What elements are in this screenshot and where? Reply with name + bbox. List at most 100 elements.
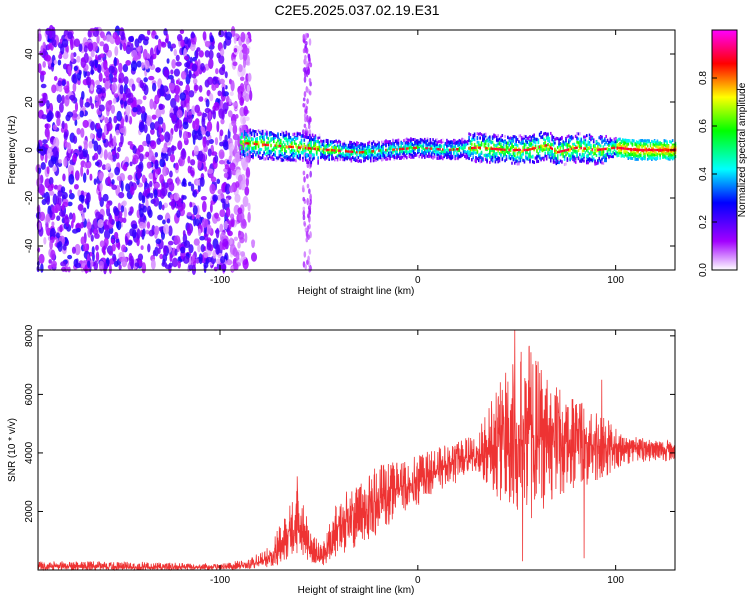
spectrogram-signal-cell bbox=[545, 157, 548, 161]
spectrogram-signal-cell bbox=[644, 142, 646, 146]
spectrogram-signal-cell bbox=[448, 155, 451, 159]
spectrogram-signal-cell bbox=[250, 137, 253, 141]
spectrogram-noise-cell bbox=[306, 162, 310, 168]
spectrogram-signal-cell bbox=[516, 162, 519, 166]
spectrogram-signal-cell bbox=[549, 142, 552, 146]
spectrogram-signal-cell bbox=[245, 148, 247, 152]
spectrogram-signal-cell bbox=[332, 150, 335, 154]
spectrogram-signal-cell bbox=[500, 142, 502, 146]
spectrogram-signal-cell bbox=[390, 151, 393, 155]
spectrogram-signal-cell bbox=[277, 134, 279, 138]
spectrogram-signal-cell bbox=[350, 143, 353, 147]
spectrogram-noise-cell bbox=[166, 218, 171, 224]
spectrogram-noise-cell bbox=[103, 124, 107, 136]
spectrogram-noise-cell bbox=[245, 177, 250, 187]
spectrogram-signal-cell bbox=[411, 153, 414, 157]
spectrogram-signal-cell bbox=[310, 151, 313, 155]
spectrogram-signal-cell bbox=[455, 153, 458, 157]
spectrogram-signal-cell bbox=[299, 133, 301, 137]
spectrogram-signal-cell bbox=[511, 146, 513, 150]
spectrogram-signal-cell bbox=[469, 148, 472, 152]
spectrogram-noise-cell bbox=[86, 192, 91, 204]
spectrogram-signal-cell bbox=[353, 146, 355, 150]
spectrogram-signal-cell bbox=[570, 153, 573, 157]
spectrogram-noise-cell bbox=[150, 258, 156, 270]
spectrogram-signal-cell bbox=[403, 153, 405, 157]
spectrogram-signal-cell bbox=[613, 152, 616, 156]
spectrogram-noise-cell bbox=[70, 220, 74, 229]
spectrogram-noise-cell bbox=[251, 252, 258, 262]
spectrogram-signal-cell bbox=[339, 157, 342, 161]
spectrogram-signal-cell bbox=[356, 141, 358, 145]
spectrogram-signal-cell bbox=[360, 160, 362, 164]
spectrogram-signal-cell bbox=[495, 135, 498, 139]
spectrogram-signal-cell bbox=[583, 155, 585, 159]
spectrogram-signal-cell bbox=[590, 135, 592, 139]
spectrogram-signal-core bbox=[628, 148, 631, 151]
spectrogram-signal-cell bbox=[267, 146, 270, 150]
spectrogram-signal-cell bbox=[368, 140, 371, 144]
spectrogram-signal-core bbox=[649, 148, 652, 152]
spectrogram-signal-cell bbox=[547, 139, 549, 143]
spectrogram-signal-cell bbox=[271, 137, 274, 141]
spectrogram-signal-cell bbox=[371, 146, 373, 150]
spectrogram-signal-cell bbox=[552, 139, 555, 143]
spectrogram-signal-cell bbox=[457, 149, 459, 153]
spectrogram-noise-cell bbox=[118, 62, 123, 73]
spectrogram-signal-cell bbox=[573, 158, 576, 162]
spectrogram-signal-cell bbox=[412, 151, 415, 155]
spectrogram-noise-cell bbox=[161, 108, 165, 115]
spectrogram-noise-cell bbox=[67, 142, 72, 154]
spectrogram-signal-cell bbox=[426, 148, 429, 152]
spectrogram-signal-cell bbox=[320, 139, 322, 143]
spectrogram-signal-cell bbox=[297, 156, 300, 160]
spectrogram-noise-cell bbox=[119, 84, 124, 95]
spectrogram-signal-cell bbox=[381, 140, 383, 144]
spectrogram-signal-cell bbox=[307, 133, 310, 137]
spectrogram-signal-cell bbox=[606, 153, 609, 157]
spectrogram-signal-cell bbox=[329, 142, 332, 146]
spectrogram-signal-cell bbox=[387, 147, 390, 151]
spectrogram-signal-cell bbox=[439, 140, 441, 144]
spectrogram-noise-cell bbox=[83, 45, 88, 53]
spectrogram-signal-cell bbox=[349, 140, 351, 144]
spectrogram-signal-cell bbox=[584, 143, 587, 147]
spectrogram-noise-cell bbox=[105, 75, 110, 82]
spectrogram-signal-core bbox=[558, 150, 560, 154]
spectrogram-signal-core bbox=[378, 149, 380, 152]
spectrogram-signal-cell bbox=[566, 135, 569, 139]
spectrogram-signal-cell bbox=[281, 158, 283, 162]
spectrogram-signal-core bbox=[288, 145, 290, 148]
spectrogram-signal-cell bbox=[612, 141, 614, 145]
spectrogram-signal-cell bbox=[268, 155, 271, 159]
spectrogram-noise-cell bbox=[147, 29, 151, 36]
spectrogram-signal-core bbox=[534, 146, 537, 150]
spectrogram-signal-cell bbox=[491, 158, 494, 162]
spectrogram-signal-cell bbox=[310, 142, 313, 146]
spectrogram-signal-cell bbox=[653, 153, 656, 157]
spectrogram-noise-cell bbox=[109, 154, 113, 161]
spectrogram-signal-cell bbox=[637, 157, 639, 161]
spectrogram-signal-cell bbox=[331, 147, 333, 151]
spectrogram-signal-cell bbox=[502, 143, 505, 147]
spectrogram-signal-cell bbox=[497, 160, 499, 164]
spectrogram-noise-cell bbox=[63, 85, 70, 91]
spectrogram-signal-cell bbox=[333, 158, 336, 162]
spectrogram-noise-cell bbox=[111, 77, 118, 83]
spectrogram-signal-cell bbox=[411, 142, 414, 146]
spectrogram-signal-cell bbox=[567, 134, 570, 138]
spectrogram-signal-cell bbox=[533, 140, 535, 144]
spectrogram-noise-cell bbox=[37, 222, 42, 230]
spectrogram-noise-cell bbox=[80, 221, 84, 229]
spectrogram-signal-cell bbox=[356, 143, 358, 147]
spectrogram-noise-cell bbox=[86, 260, 91, 268]
spectrogram-signal-cell bbox=[538, 146, 541, 150]
spectrogram-noise-cell bbox=[74, 119, 78, 126]
spectrogram-signal-cell bbox=[383, 154, 386, 158]
spectrogram-signal-cell bbox=[299, 155, 301, 159]
spectrogram-noise-cell bbox=[304, 56, 307, 65]
spectrogram-signal-cell bbox=[543, 142, 545, 146]
spectrogram-signal-core bbox=[309, 147, 311, 150]
spectrogram-noise-cell bbox=[113, 260, 119, 267]
spectrogram-signal-cell bbox=[378, 156, 380, 160]
